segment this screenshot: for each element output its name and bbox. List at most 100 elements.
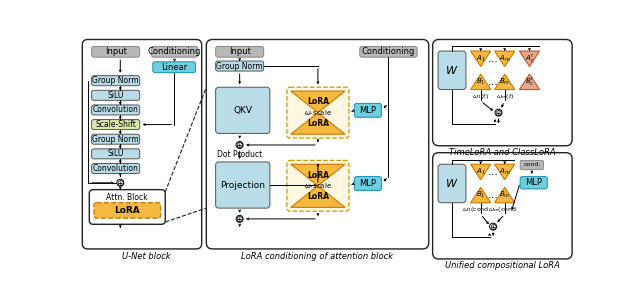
Text: $\oplus$: $\oplus$	[116, 178, 125, 188]
Text: $A_1$: $A_1$	[476, 167, 486, 177]
FancyBboxPatch shape	[287, 160, 349, 211]
Text: Convolution: Convolution	[93, 164, 139, 173]
Text: $\omega$-scale: $\omega$-scale	[304, 108, 332, 117]
Circle shape	[490, 223, 497, 230]
Text: $W$: $W$	[445, 178, 459, 189]
Text: $B_m$: $B_m$	[499, 77, 510, 87]
FancyBboxPatch shape	[355, 103, 381, 117]
Polygon shape	[291, 164, 345, 186]
Polygon shape	[470, 187, 491, 203]
FancyBboxPatch shape	[92, 149, 140, 159]
Polygon shape	[495, 74, 515, 89]
Text: $\oplus$: $\oplus$	[494, 108, 503, 118]
FancyBboxPatch shape	[355, 176, 381, 190]
Polygon shape	[291, 186, 345, 207]
FancyBboxPatch shape	[83, 40, 202, 249]
Text: Attn. Block: Attn. Block	[106, 193, 148, 202]
FancyBboxPatch shape	[438, 164, 466, 203]
Polygon shape	[495, 51, 515, 67]
Text: LoRA: LoRA	[115, 206, 140, 215]
Text: Input: Input	[105, 47, 127, 56]
Polygon shape	[291, 113, 345, 134]
Polygon shape	[470, 164, 491, 180]
Text: Dot Product: Dot Product	[217, 151, 262, 159]
Text: Conditioning: Conditioning	[362, 47, 415, 56]
Text: Group Norm: Group Norm	[92, 76, 139, 85]
Text: LoRA: LoRA	[307, 170, 329, 179]
Polygon shape	[470, 74, 491, 89]
FancyBboxPatch shape	[92, 163, 140, 173]
FancyBboxPatch shape	[153, 62, 195, 72]
FancyBboxPatch shape	[92, 134, 140, 144]
Text: QKV: QKV	[233, 106, 252, 115]
Text: $\oplus$: $\oplus$	[236, 140, 244, 150]
FancyBboxPatch shape	[90, 190, 165, 224]
FancyBboxPatch shape	[92, 105, 140, 115]
Text: ...: ...	[488, 54, 499, 64]
Text: $\oplus$: $\oplus$	[489, 222, 497, 232]
FancyBboxPatch shape	[438, 51, 466, 89]
FancyBboxPatch shape	[92, 76, 140, 86]
Polygon shape	[495, 187, 515, 203]
FancyBboxPatch shape	[287, 87, 349, 138]
Text: $A_m$: $A_m$	[499, 54, 511, 64]
Text: ...: ...	[488, 167, 499, 177]
FancyBboxPatch shape	[94, 203, 161, 218]
Text: $\omega_1($cond: $\omega_1($cond	[461, 205, 489, 214]
Text: TimeLoRA and ClassLoRA: TimeLoRA and ClassLoRA	[449, 148, 556, 157]
FancyBboxPatch shape	[520, 160, 543, 170]
Text: $\omega_1(t)$: $\omega_1(t)$	[472, 92, 489, 101]
Text: LoRA conditioning of attention block: LoRA conditioning of attention block	[241, 252, 394, 261]
Text: SiLU: SiLU	[108, 91, 124, 100]
Text: Unified compositional LoRA: Unified compositional LoRA	[445, 261, 560, 270]
Circle shape	[236, 141, 243, 148]
FancyBboxPatch shape	[433, 40, 572, 146]
Circle shape	[495, 109, 502, 116]
Text: LoRA: LoRA	[307, 192, 329, 201]
FancyBboxPatch shape	[206, 40, 429, 249]
Text: Linear: Linear	[161, 63, 188, 72]
Polygon shape	[520, 74, 540, 89]
FancyBboxPatch shape	[216, 87, 270, 133]
Text: $\omega_m($cond: $\omega_m($cond	[488, 205, 516, 214]
Text: Input: Input	[228, 47, 251, 56]
FancyBboxPatch shape	[216, 61, 264, 71]
Text: MLP: MLP	[360, 106, 376, 115]
FancyBboxPatch shape	[92, 120, 140, 129]
Text: $B_m$: $B_m$	[499, 190, 510, 200]
FancyBboxPatch shape	[92, 90, 140, 100]
Text: Group Norm: Group Norm	[216, 61, 263, 71]
Text: Projection: Projection	[220, 181, 265, 189]
Text: $A_1$: $A_1$	[476, 54, 486, 64]
Text: Group Norm: Group Norm	[92, 135, 139, 144]
Text: $B_c^r$: $B_c^r$	[525, 76, 534, 88]
Text: $B_1$: $B_1$	[476, 190, 485, 200]
Text: ...: ...	[488, 190, 499, 200]
Text: $W$: $W$	[445, 64, 459, 76]
Text: $A_c^r$: $A_c^r$	[525, 53, 534, 65]
Text: Conditioning: Conditioning	[148, 47, 201, 56]
Circle shape	[236, 215, 243, 222]
Polygon shape	[470, 51, 491, 67]
FancyBboxPatch shape	[360, 46, 417, 57]
Text: LoRA: LoRA	[307, 97, 329, 106]
Polygon shape	[291, 91, 345, 113]
Text: U-Net block: U-Net block	[122, 252, 170, 261]
FancyBboxPatch shape	[433, 153, 572, 259]
Text: $\oplus$: $\oplus$	[236, 214, 244, 224]
Text: SiLU: SiLU	[108, 149, 124, 158]
Polygon shape	[520, 51, 540, 67]
FancyBboxPatch shape	[520, 176, 547, 189]
Text: MLP: MLP	[525, 178, 542, 187]
FancyBboxPatch shape	[151, 46, 198, 57]
Text: $\omega_m(t)$: $\omega_m(t)$	[495, 92, 514, 101]
Text: Scale-Shift: Scale-Shift	[95, 120, 136, 129]
FancyBboxPatch shape	[92, 46, 140, 57]
FancyBboxPatch shape	[216, 162, 270, 208]
Circle shape	[117, 179, 124, 186]
Text: Convolution: Convolution	[93, 105, 139, 114]
Text: $A_m$: $A_m$	[499, 167, 511, 177]
Text: ...: ...	[488, 77, 499, 87]
Text: MLP: MLP	[360, 179, 376, 188]
Text: cond.: cond.	[523, 162, 541, 168]
